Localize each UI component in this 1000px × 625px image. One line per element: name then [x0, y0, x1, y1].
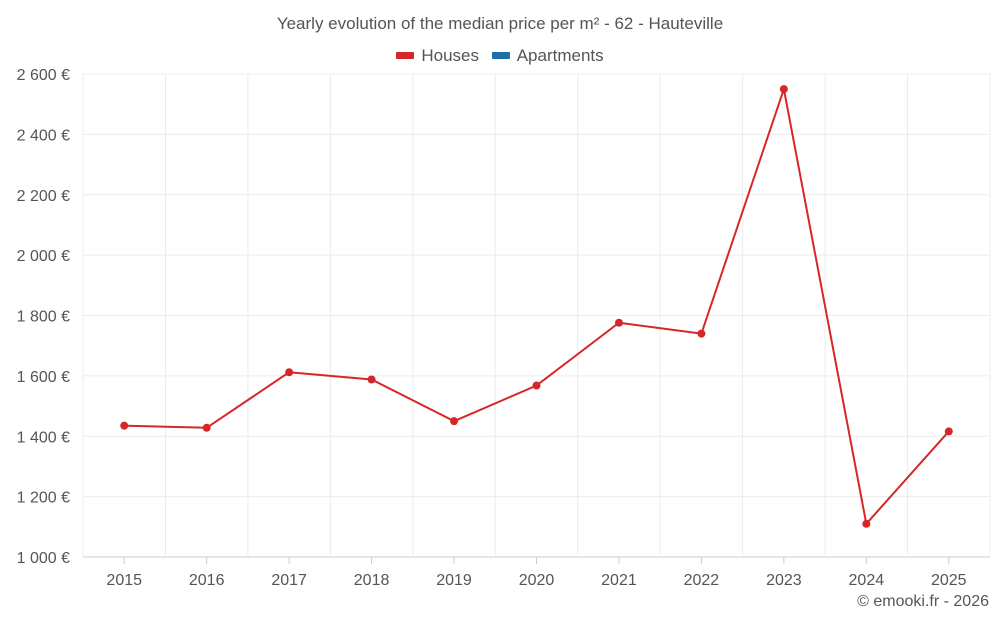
- series-layer: [120, 85, 953, 528]
- x-tick-label: 2024: [849, 572, 885, 589]
- watermark: © emooki.fr - 2026: [857, 593, 989, 610]
- legend-label-apartments: Apartments: [516, 45, 604, 65]
- y-tick-label: 1 800 €: [17, 309, 70, 326]
- x-tick-label: 2021: [601, 572, 637, 589]
- data-point-houses: [697, 329, 706, 338]
- y-tick-label: 1 400 €: [17, 429, 70, 446]
- chart-legend: Houses Apartments: [0, 44, 1000, 66]
- x-tick-label: 2022: [684, 572, 720, 589]
- data-point-houses: [120, 421, 129, 430]
- y-tick-label: 1 200 €: [17, 490, 70, 507]
- x-tick-label: 2018: [354, 572, 390, 589]
- axis-layer: 1 000 € 1 200 € 1 400 € 1 600 € 1 800 € 2 000…: [17, 67, 967, 589]
- x-tick-label: 2016: [189, 572, 225, 589]
- data-point-houses: [202, 423, 211, 432]
- x-tick-label: 2019: [436, 572, 472, 589]
- grid-layer: [82, 73, 991, 558]
- data-point-houses: [285, 368, 294, 377]
- y-tick-label: 1 600 €: [17, 369, 70, 386]
- data-point-houses: [944, 427, 953, 436]
- y-tick-label: 2 200 €: [17, 188, 70, 205]
- y-tick-label: 2 400 €: [17, 127, 70, 144]
- data-point-houses: [614, 318, 623, 327]
- chart-title: Yearly evolution of the median price per…: [276, 14, 724, 33]
- x-tick-label: 2017: [271, 572, 307, 589]
- y-tick-label: 1 000 €: [17, 550, 70, 567]
- legend-item-apartments[interactable]: Apartments: [491, 45, 604, 66]
- legend-label-houses: Houses: [421, 45, 479, 65]
- data-point-houses: [779, 85, 788, 94]
- data-point-houses: [532, 381, 541, 390]
- x-tick-label: 2025: [931, 572, 967, 589]
- data-point-houses: [367, 375, 376, 384]
- data-point-houses: [862, 519, 871, 528]
- y-tick-label: 2 000 €: [17, 248, 70, 265]
- legend-swatch-apartments: [491, 52, 510, 59]
- data-point-houses: [450, 417, 459, 426]
- x-tick-label: 2015: [106, 572, 142, 589]
- x-tick-label: 2020: [519, 572, 555, 589]
- x-tick-label: 2023: [766, 572, 802, 589]
- legend-item-houses[interactable]: Houses: [396, 46, 479, 66]
- y-tick-label: 2 600 €: [17, 67, 70, 84]
- legend-swatch-houses: [396, 52, 415, 59]
